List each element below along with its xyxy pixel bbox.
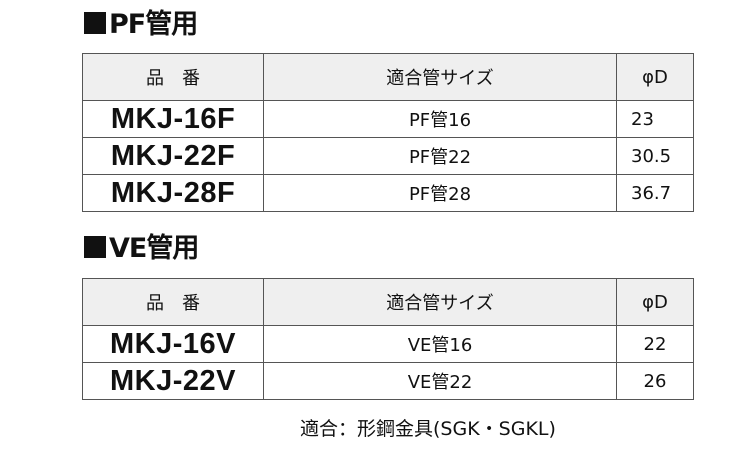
- section-title-text: VE管用: [109, 233, 199, 264]
- part-number: MKJ-16F: [82, 100, 264, 138]
- table-row: MKJ-22F PF管22 30.5: [82, 137, 694, 175]
- pipe-size: VE管22: [263, 362, 617, 400]
- section-title-text: PF管用: [109, 9, 198, 40]
- table-header: 品 番適合管サイズ φD: [82, 53, 694, 101]
- table-row: MKJ-16V VE管16 22: [82, 325, 694, 363]
- ve-table: 品 番適合管サイズ φD MKJ-16V VE管16 22 MKJ-22V VE管22 2…: [82, 278, 694, 400]
- section-title-ve: VE管用: [84, 226, 199, 265]
- pipe-size: PF管22: [263, 137, 617, 175]
- header-pipe-size: 適合管サイズ: [263, 278, 617, 326]
- part-number: MKJ-16V: [82, 325, 264, 363]
- diameter: 26: [616, 362, 694, 400]
- section-title-pf: PF管用: [84, 2, 198, 41]
- part-number: MKJ-22F: [82, 137, 264, 175]
- diameter: 22: [616, 325, 694, 363]
- header-pipe-size: 適合管サイズ: [263, 53, 617, 101]
- diameter: 36.7: [616, 174, 694, 212]
- part-number: MKJ-22V: [82, 362, 264, 400]
- header-diameter: φD: [616, 278, 694, 326]
- part-number: MKJ-28F: [82, 174, 264, 212]
- header-part-number: 品 番: [82, 278, 264, 326]
- diameter: 23: [616, 100, 694, 138]
- pipe-size: PF管16: [263, 100, 617, 138]
- square-bullet-icon: [84, 12, 106, 34]
- table-row: MKJ-22V VE管22 26: [82, 362, 694, 400]
- header-part-number: 品 番: [82, 53, 264, 101]
- pipe-size: VE管16: [263, 325, 617, 363]
- pipe-size: PF管28: [263, 174, 617, 212]
- header-diameter: φD: [616, 53, 694, 101]
- compatibility-note: 適合：形鋼金具(SGK・SGKL): [300, 418, 556, 440]
- diameter: 30.5: [616, 137, 694, 175]
- table-row: MKJ-16F PF管16 23: [82, 100, 694, 138]
- table-row: MKJ-28F PF管28 36.7: [82, 174, 694, 212]
- pf-table: 品 番適合管サイズ φD MKJ-16F PF管16 23 MKJ-22F PF管22 3…: [82, 53, 694, 212]
- square-bullet-icon: [84, 236, 106, 258]
- table-header: 品 番適合管サイズ φD: [82, 278, 694, 326]
